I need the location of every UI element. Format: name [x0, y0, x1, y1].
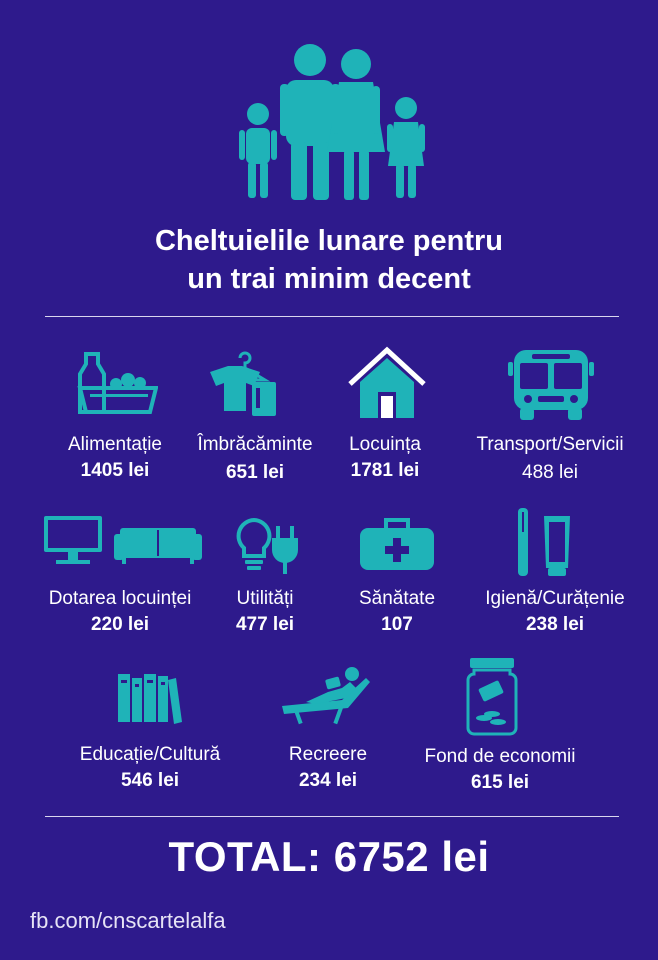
item-value-igiena: 238 lei	[525, 614, 585, 635]
monitor-sofa-icon	[42, 516, 202, 566]
total-amount: TOTAL: 6752 lei	[168, 833, 490, 880]
item-label-igiena: Igienă/Curățenie	[485, 588, 625, 609]
item-label-recreere: Recreere	[288, 744, 368, 765]
item-value-sanatate: 107	[381, 614, 413, 635]
item-label-sanatate: Sănătate	[358, 588, 436, 609]
toothbrush-tube-icon	[514, 508, 578, 578]
item-label-dotarea: Dotarea locuinței	[48, 588, 192, 609]
lounger-icon	[282, 664, 374, 726]
books-icon	[116, 672, 182, 724]
medical-kit-icon	[358, 516, 436, 572]
item-value-recreere: 234 lei	[298, 770, 358, 791]
title-line-2: un trai minim decent	[187, 263, 471, 295]
item-value-locuinta: 1781 lei	[350, 460, 420, 481]
bottom-divider	[45, 816, 619, 817]
top-divider	[45, 316, 619, 317]
house-icon	[346, 344, 428, 422]
page-title: Cheltuielile lunare pentru un trai minim…	[0, 222, 658, 298]
item-value-transport: 488 lei	[522, 462, 578, 483]
savings-jar-icon	[464, 658, 520, 736]
item-label-imbracaminte: Îmbrăcăminte	[197, 434, 313, 455]
bus-icon	[508, 348, 594, 422]
bulb-plug-icon	[234, 516, 304, 576]
item-label-locuinta: Locuința	[349, 434, 421, 455]
title-line-1: Cheltuielile lunare pentru	[154, 225, 504, 257]
family-icon	[236, 42, 426, 202]
item-label-utilitati: Utilități	[236, 588, 294, 609]
item-label-fond: Fond de economii	[424, 746, 576, 767]
source-link[interactable]: fb.com/cnscartelalfa	[30, 908, 226, 933]
item-value-imbracaminte: 651 lei	[225, 462, 285, 483]
item-label-educatie: Educație/Cultură	[79, 744, 221, 765]
item-value-utilitati: 477 lei	[235, 614, 295, 635]
item-label-transport: Transport/Servicii	[476, 434, 624, 455]
food-basket-icon	[72, 348, 158, 416]
clothing-hanger-icon	[204, 348, 284, 420]
item-value-dotarea: 220 lei	[90, 614, 150, 635]
item-value-educatie: 546 lei	[120, 770, 180, 791]
item-label-alimentatie: Alimentație	[68, 434, 162, 455]
item-value-alimentatie: 1405 lei	[80, 460, 150, 481]
item-value-fond: 615 lei	[470, 772, 530, 793]
